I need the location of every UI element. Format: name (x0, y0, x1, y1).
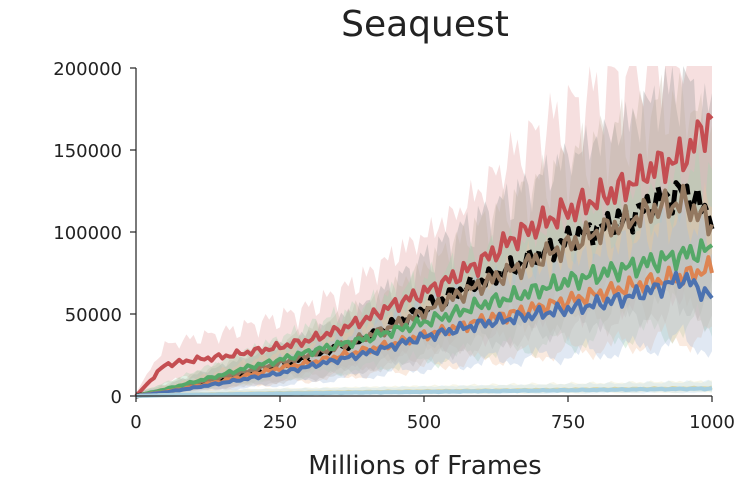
series-6-band (136, 181, 712, 396)
series-6-line (135, 270, 714, 398)
series-lines (134, 112, 715, 399)
x-axis-label: Millions of Frames (308, 451, 541, 481)
series-2-band (136, 66, 712, 396)
y-tick-label-0: 0 (111, 387, 122, 408)
confidence-bands (136, 66, 712, 397)
chart-title: Seaquest (341, 4, 509, 45)
y-tick-label-3: 150000 (53, 141, 122, 162)
series-1-band (136, 66, 712, 396)
x-tick-label-0: 0 (130, 412, 141, 433)
series-8-line (135, 386, 713, 398)
axes: 0 50000 100000 150000 200000 0 250 500 750 1000 (53, 59, 735, 433)
x-tick-label-1: 250 (263, 412, 297, 433)
x-tick-label-3: 750 (551, 412, 585, 433)
x-tick-label-4: 1000 (689, 412, 735, 433)
series-4-band (136, 140, 712, 396)
y-tick-label-2: 100000 (53, 223, 122, 244)
series-4-line (135, 238, 714, 398)
series-1-line (134, 112, 714, 398)
y-tick-label-4: 200000 (53, 59, 122, 80)
series-3-band (136, 72, 712, 397)
x-tick-label-2: 500 (407, 412, 441, 433)
y-tick-label-1: 50000 (65, 305, 122, 326)
